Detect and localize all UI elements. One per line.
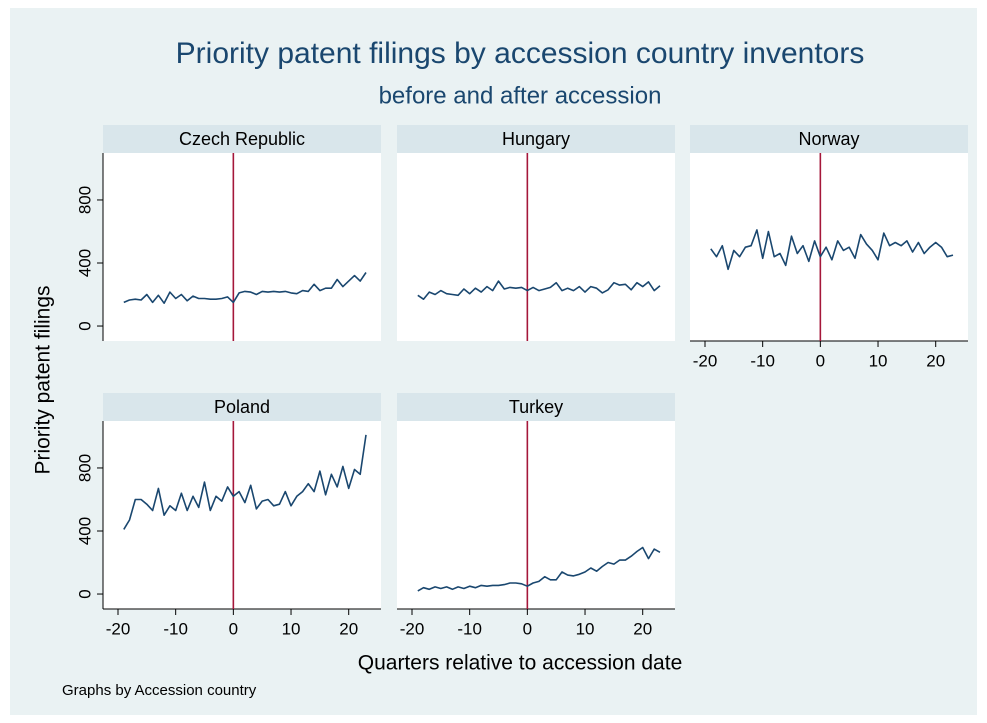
plot-area xyxy=(103,153,381,341)
chart-subtitle: before and after accession xyxy=(379,82,662,109)
data-line xyxy=(417,280,661,300)
x-tick-label: 10 xyxy=(282,619,301,638)
x-tick-label: 10 xyxy=(576,619,595,638)
panel-title: Norway xyxy=(798,129,859,149)
y-axis-label: Priority patent filings xyxy=(32,285,55,474)
x-tick-label: -20 xyxy=(693,351,718,370)
x-tick-label: 0 xyxy=(816,351,825,370)
y-tick-label: 0 xyxy=(75,589,94,598)
x-tick-label: 20 xyxy=(633,619,652,638)
y-tick-label: 800 xyxy=(75,186,94,214)
plot-area xyxy=(397,421,675,609)
plot-area xyxy=(397,153,675,341)
x-tick-label: 10 xyxy=(869,351,888,370)
plot-area xyxy=(103,421,381,609)
x-tick-label: -10 xyxy=(750,351,775,370)
panel-strip xyxy=(397,393,675,421)
data-line xyxy=(710,229,954,271)
panel-title: Czech Republic xyxy=(179,129,305,149)
panel-title: Turkey xyxy=(509,397,563,417)
x-tick-label: 0 xyxy=(229,619,238,638)
y-tick-label: 400 xyxy=(75,249,94,277)
x-tick-label: 20 xyxy=(926,351,945,370)
x-tick-label: -20 xyxy=(400,619,425,638)
x-tick-label: -10 xyxy=(457,619,482,638)
y-tick-label: 800 xyxy=(75,454,94,482)
panel-title: Hungary xyxy=(502,129,570,149)
x-tick-label: 0 xyxy=(523,619,532,638)
data-line xyxy=(123,434,367,530)
x-tick-label: 20 xyxy=(339,619,358,638)
x-tick-label: -10 xyxy=(163,619,188,638)
x-axis-label: Quarters relative to accession date xyxy=(358,652,683,675)
panel-strip xyxy=(690,125,968,153)
panel-strip xyxy=(397,125,675,153)
data-line xyxy=(123,272,367,304)
panel-strip xyxy=(103,125,381,153)
y-tick-label: 400 xyxy=(75,517,94,545)
panel-title: Poland xyxy=(214,397,270,417)
chart-title: Priority patent filings by accession cou… xyxy=(176,37,865,70)
x-tick-label: -20 xyxy=(106,619,131,638)
plot-area xyxy=(690,153,968,341)
data-line xyxy=(417,546,661,592)
y-tick-label: 0 xyxy=(75,321,94,330)
note: Graphs by Accession country xyxy=(62,682,257,699)
panel-strip xyxy=(103,393,381,421)
